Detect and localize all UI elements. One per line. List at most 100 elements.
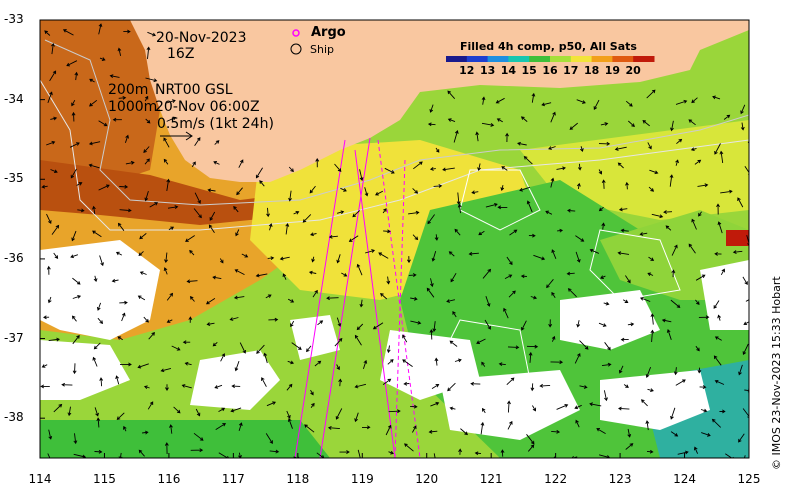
current-arrow-icon (144, 95, 149, 102)
colorbar-swatch (487, 56, 509, 62)
current-arrow-icon (359, 299, 364, 308)
current-arrow-icon (545, 210, 553, 215)
current-arrow-icon (458, 448, 462, 455)
lon-tick-label: 123 (608, 472, 632, 486)
lon-tick-label: 114 (28, 472, 52, 486)
current-arrow-icon (213, 161, 220, 165)
current-arrow-icon (352, 210, 361, 218)
current-arrow-icon (348, 235, 359, 242)
current-arrow-icon (691, 97, 698, 104)
current-arrow-icon (121, 312, 126, 322)
argo-legend-label: Argo (311, 25, 346, 40)
current-arrow-icon (539, 383, 551, 388)
current-arrow-icon (517, 141, 527, 146)
current-arrow-icon (713, 355, 722, 366)
colorbar-swatch (529, 56, 551, 62)
current-arrow-icon (698, 211, 702, 217)
lat-tick-label: -37 (4, 330, 24, 345)
colorbar-swatch (550, 56, 572, 62)
current-arrow-icon (265, 294, 272, 299)
current-arrow-icon (433, 453, 436, 458)
current-arrow-icon (182, 340, 191, 345)
current-arrow-icon (356, 263, 363, 276)
current-arrow-icon (138, 251, 144, 256)
colorbar-tick-label: 16 (542, 64, 558, 77)
current-arrow-icon (137, 295, 146, 301)
current-arrow-icon (387, 359, 394, 365)
current-arrow-icon (601, 222, 606, 230)
lat-tick-label: -33 (4, 12, 24, 26)
current-arrow-icon (717, 221, 723, 234)
current-arrow-icon (388, 409, 401, 414)
current-arrow-icon (388, 450, 394, 455)
current-arrow-icon (71, 230, 77, 242)
current-arrow-icon (600, 122, 609, 126)
current-arrow-icon (671, 244, 678, 256)
colorbar-swatch (570, 56, 593, 62)
current-arrow-icon (742, 343, 749, 355)
current-arrow-icon (742, 276, 748, 285)
current-arrow-icon (77, 208, 85, 213)
current-arrow-icon (361, 425, 371, 430)
current-arrow-icon (238, 159, 244, 168)
current-arrow-icon (235, 229, 240, 237)
current-arrow-icon (72, 363, 77, 375)
current-arrow-icon (181, 384, 192, 389)
current-arrow-icon (740, 104, 746, 115)
current-arrow-icon (160, 367, 172, 373)
current-arrow-icon (317, 320, 324, 326)
current-arrow-icon (745, 299, 749, 302)
current-arrow-icon (139, 271, 147, 275)
current-vectors (40, 23, 749, 458)
current-arrow-icon (208, 224, 215, 233)
current-arrow-icon (541, 102, 552, 107)
current-arrow-icon (166, 178, 171, 191)
current-arrow-icon (579, 340, 589, 350)
current-arrow-icon (359, 169, 364, 181)
current-arrow-icon (308, 270, 317, 275)
current-arrow-icon (699, 385, 707, 389)
current-arrow-icon (93, 342, 101, 350)
current-arrow-icon (548, 146, 556, 150)
current-arrow-icon (166, 292, 174, 301)
current-arrow-icon (576, 182, 581, 189)
current-arrow-icon (49, 70, 57, 82)
current-arrow-icon (290, 320, 295, 328)
current-arrow-icon (336, 210, 345, 215)
current-arrow-icon (92, 205, 96, 215)
current-arrow-icon (287, 417, 293, 429)
current-arrow-icon (408, 210, 420, 215)
current-arrow-icon (647, 142, 652, 150)
current-arrow-icon (53, 403, 63, 413)
current-arrow-icon (579, 385, 588, 389)
current-arrow-icon (61, 382, 73, 387)
lon-tick-label: 124 (673, 472, 696, 486)
current-arrow-icon (716, 203, 720, 215)
current-arrow-icon (688, 243, 696, 254)
current-arrow-icon (334, 337, 343, 347)
colorbar-swatch (508, 56, 530, 62)
current-arrow-icon (714, 252, 722, 256)
current-arrow-icon (648, 256, 655, 261)
current-arrow-icon (230, 407, 242, 413)
current-arrow-icon (504, 274, 513, 279)
current-arrow-icon (569, 122, 578, 130)
current-arrow-icon (93, 275, 98, 283)
ship-marker-icon (290, 43, 302, 55)
scale-label: 0.5m/s (1kt 24h) (157, 116, 274, 132)
current-arrow-icon (650, 313, 655, 325)
current-arrow-icon (47, 296, 52, 304)
date-label: 20-Nov-2023 (156, 30, 247, 46)
current-arrow-icon (48, 337, 60, 342)
current-arrow-icon (146, 46, 151, 59)
current-arrow-icon (698, 315, 710, 320)
current-arrow-icon (527, 444, 535, 452)
current-arrow-icon (43, 315, 50, 320)
current-arrow-icon (454, 228, 461, 236)
current-arrow-icon (195, 408, 201, 417)
current-arrow-icon (263, 352, 268, 364)
current-arrow-icon (94, 449, 103, 454)
current-arrow-icon (119, 208, 132, 213)
current-arrow-icon (446, 299, 456, 303)
